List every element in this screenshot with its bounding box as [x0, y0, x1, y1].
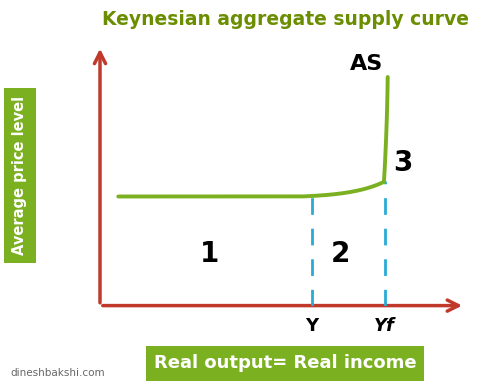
- Text: Average price level: Average price level: [12, 96, 28, 255]
- Text: 3: 3: [394, 149, 412, 177]
- Text: dineshbakshi.com: dineshbakshi.com: [10, 368, 104, 378]
- Text: Keynesian aggregate supply curve: Keynesian aggregate supply curve: [102, 10, 468, 29]
- Text: 2: 2: [331, 240, 350, 268]
- Text: Yf: Yf: [374, 317, 395, 335]
- Text: Y: Y: [305, 317, 318, 335]
- Text: AS: AS: [350, 54, 383, 74]
- Text: Real output= Real income: Real output= Real income: [154, 354, 416, 372]
- Text: 1: 1: [200, 240, 219, 268]
